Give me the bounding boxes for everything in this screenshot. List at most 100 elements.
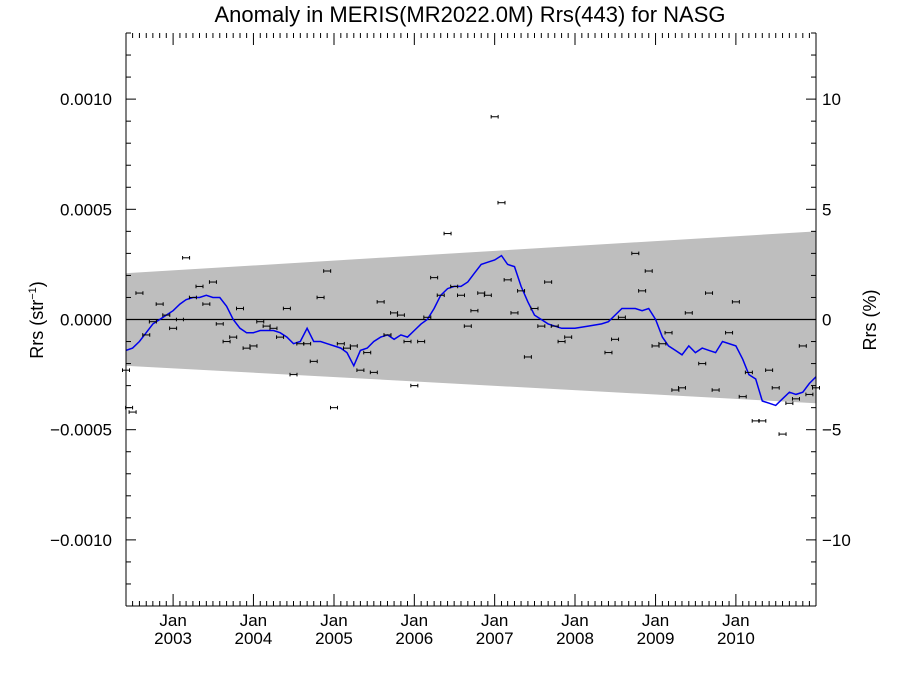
x-tick-month-label: Jan [240,611,267,630]
uncertainty-band [126,231,816,404]
data-point [430,275,439,280]
x-tick-year-label: 2004 [235,629,273,648]
data-point [557,339,566,344]
data-point [497,200,506,205]
data-point [135,291,144,295]
data-point [677,386,686,390]
uncertainty-band-area [126,231,816,404]
data-point [403,339,412,344]
data-point [503,278,512,282]
y-right-tick-label: 5 [822,200,831,219]
data-point [725,330,734,335]
x-tick-month-label: Jan [561,611,588,630]
data-point [771,386,780,390]
data-point [731,300,740,304]
data-point [785,401,794,406]
data-point [356,368,365,372]
data-point [276,335,285,339]
data-point [369,370,378,375]
x-tick-year-label: 2006 [395,629,433,648]
data-point [229,335,238,339]
data-point [564,335,573,339]
y-axis-label-right: Rrs (%) [860,290,880,351]
x-tick-month-label: Jan [722,611,749,630]
data-point [470,308,479,313]
data-point [483,293,492,298]
data-point [195,284,204,289]
data-point [188,295,197,300]
y-tick-label: 0.0005 [60,200,112,219]
data-point [544,280,553,284]
data-point [162,313,171,317]
data-point [711,388,720,392]
data-point [698,361,707,366]
data-point [309,359,318,364]
x-tick-year-label: 2003 [154,629,192,648]
y-tick-label: 0.0000 [60,311,112,330]
monthly-anomaly-points [122,114,820,436]
data-point [617,315,626,320]
data-point [738,394,747,399]
data-point [658,341,667,346]
data-point [222,339,231,344]
x-tick-year-label: 2007 [476,629,514,648]
data-point [363,350,372,355]
data-point [208,280,217,284]
x-tick-year-label: 2010 [717,629,755,648]
data-point [456,293,465,298]
tick-labels: 0.0010 0.0005 0.0000 −0.0005 −0.0010 10 5 0 −5 −1… [50,90,851,648]
data-point [644,269,653,273]
data-point [744,370,753,375]
data-point [664,330,673,335]
y-right-tick-label: 0 [822,311,831,330]
x-tick-year-label: 2005 [315,629,353,648]
data-point [316,295,325,300]
data-point [269,326,278,331]
data-point [282,306,291,311]
y-tick-label: −0.0010 [50,531,112,550]
x-tick-month-label: Jan [401,611,428,630]
data-point [450,284,459,289]
data-point [202,302,211,306]
data-point [791,397,800,401]
x-tick-year-label: 2009 [637,629,675,648]
data-point [249,344,258,348]
tick-marks [125,32,816,607]
data-point [423,315,432,320]
data-point [550,324,559,328]
data-point [155,302,164,306]
data-point [336,341,345,346]
data-point [182,255,191,260]
data-point [631,251,640,256]
y-tick-label: 0.0010 [60,90,112,109]
x-tick-month-label: Jan [320,611,347,630]
data-point [443,231,452,236]
data-point [128,410,137,414]
data-point [517,289,526,293]
data-point [463,324,472,328]
data-point [148,319,157,324]
data-point [215,322,224,326]
data-point [765,368,774,372]
x-tick-month-label: Jan [481,611,508,630]
data-point [236,306,245,311]
data-point [705,291,714,295]
data-point [530,306,539,311]
x-tick-year-label: 2008 [556,629,594,648]
data-point [396,313,405,317]
data-point [410,383,419,388]
chart-title: Anomaly in MERIS(MR2022.0M) Rrs(443) for… [214,2,725,27]
y-tick-label: −0.0005 [50,421,112,440]
smoothed-line-path [125,254,817,407]
data-point [684,311,693,315]
data-point [323,269,332,273]
data-point [805,392,814,397]
data-point [417,339,426,344]
x-tick-month-label: Jan [159,611,186,630]
data-point [169,326,178,331]
data-point [436,293,445,298]
data-point [510,311,519,315]
data-point [778,432,787,436]
data-point [175,317,184,322]
